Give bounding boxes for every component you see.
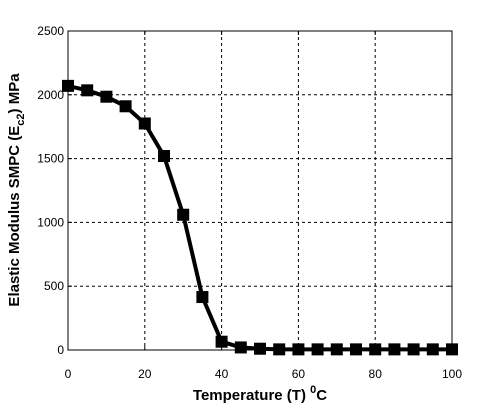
y-axis-label-suffix: ) MPa (6, 73, 23, 114)
y-axis-label: Elastic Modulus SMPC (Ec2) MPa (6, 73, 27, 307)
x-tick-label: 0 (65, 367, 72, 381)
data-point-marker (138, 117, 151, 130)
data-point-marker (330, 343, 343, 356)
x-axis-label-superscript: 0 (310, 384, 316, 396)
y-tick-label: 2000 (37, 88, 64, 102)
data-point-marker (158, 150, 170, 163)
data-point-marker (426, 343, 439, 356)
x-tick-label: 80 (369, 367, 383, 381)
data-point-marker (273, 343, 286, 356)
data-point-marker (100, 90, 113, 103)
data-point-marker (407, 343, 420, 356)
data-point-marker (369, 343, 382, 356)
plot-area (68, 31, 452, 350)
y-tick-label: 1500 (37, 152, 64, 166)
y-tick-label: 1000 (37, 215, 64, 229)
data-point-marker (350, 343, 362, 356)
x-axis-label: Temperature (T) 0C (193, 384, 327, 404)
series-markers (62, 79, 458, 356)
data-point-marker (388, 343, 401, 356)
x-tick-label: 20 (138, 367, 152, 381)
x-axis-label-suffix: C (316, 387, 327, 404)
data-point-marker (311, 343, 324, 356)
y-tick-label: 500 (44, 279, 64, 293)
x-tick-label: 100 (442, 367, 462, 381)
data-point-marker (234, 341, 247, 354)
data-point-marker (215, 335, 228, 348)
data-point-marker (254, 342, 266, 355)
y-tick-label: 2500 (37, 24, 64, 38)
x-tick-label: 40 (215, 367, 229, 381)
y-axis-label-text: Elastic Modulus SMPC (E (6, 126, 23, 307)
y-tick-labels: 0 500 1000 1500 2000 2500 (37, 24, 64, 357)
data-point-marker (119, 100, 132, 113)
grid-lines (68, 31, 452, 350)
data-point-marker (81, 84, 94, 97)
x-tick-label: 60 (292, 367, 306, 381)
y-axis-label-subscript: c2 (15, 113, 27, 125)
data-point-marker (196, 291, 209, 304)
data-point-marker (446, 343, 458, 356)
y-tick-label: 0 (57, 343, 64, 357)
data-point-marker (292, 343, 305, 356)
x-tick-labels: 0 20 40 60 80 100 (65, 367, 463, 381)
data-point-marker (62, 79, 74, 92)
data-point-marker (177, 208, 190, 221)
x-axis-label-text: Temperature (T) (193, 387, 310, 404)
